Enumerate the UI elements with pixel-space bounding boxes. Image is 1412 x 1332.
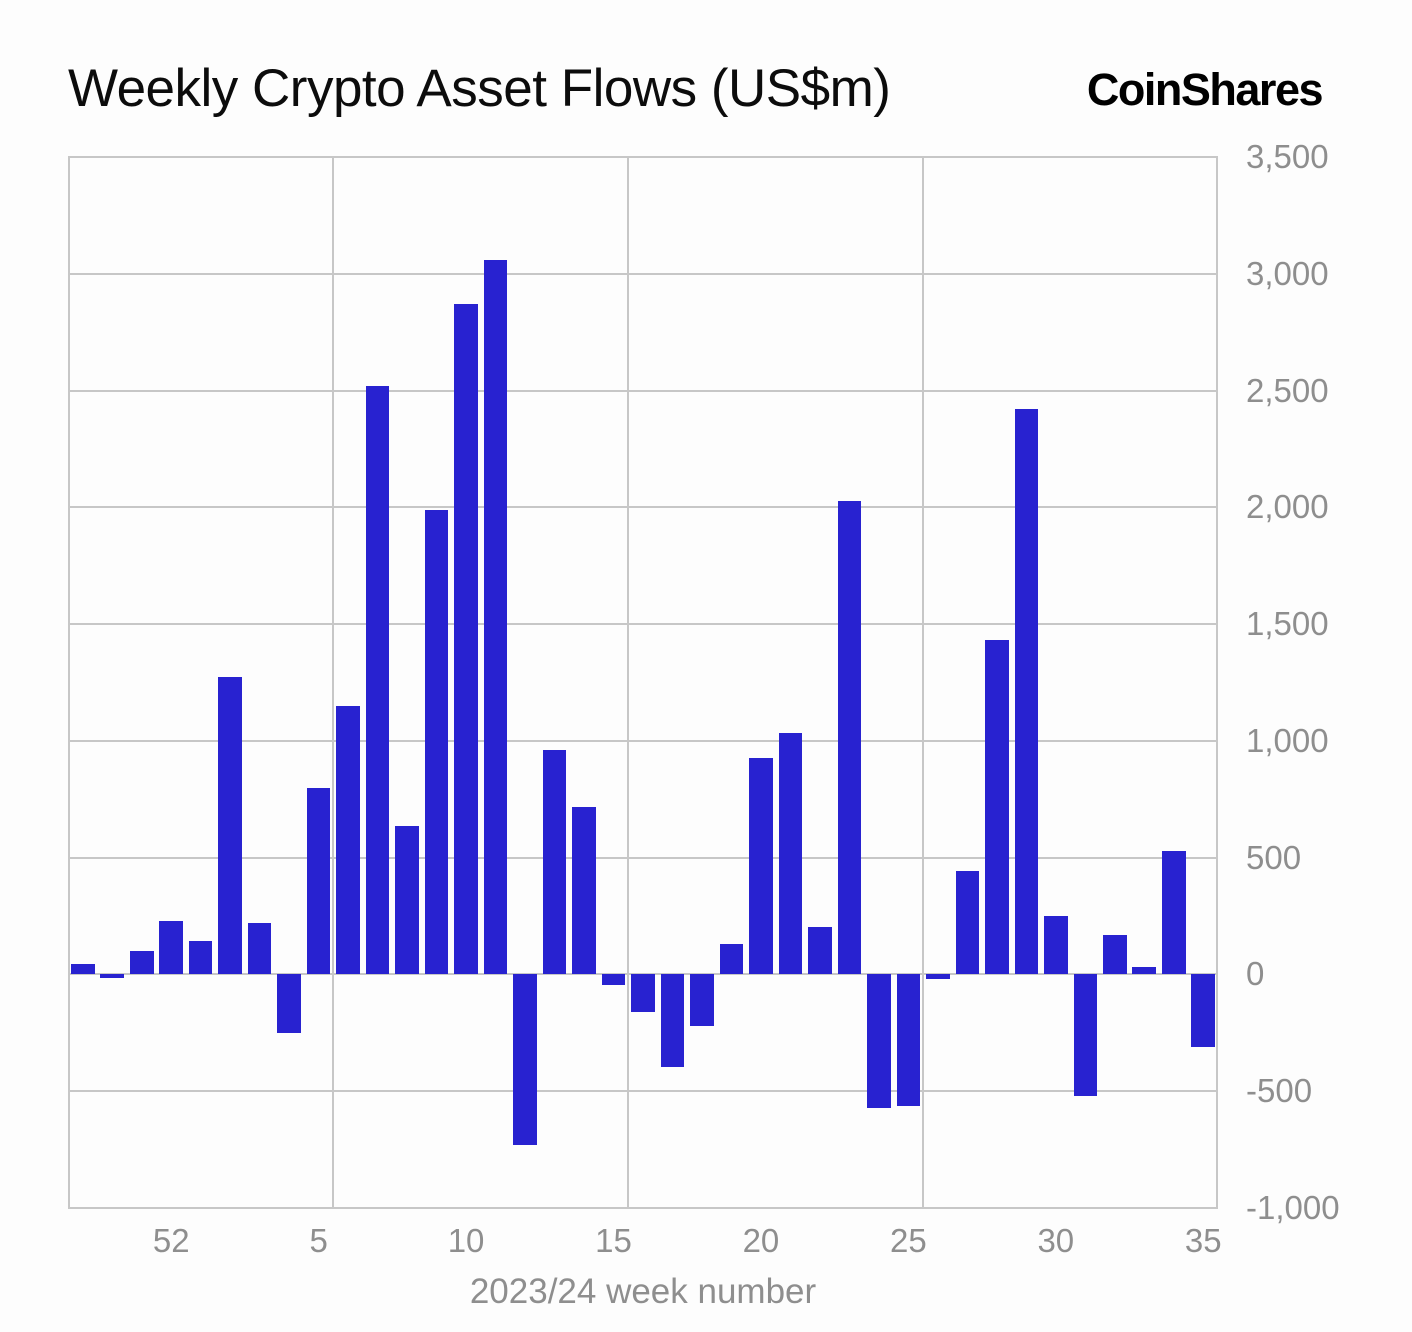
- gridline-h: [68, 623, 1218, 626]
- bar-week-30: [1044, 916, 1068, 975]
- x-tick-label: 15: [595, 1222, 632, 1259]
- gridline-h: [68, 739, 1218, 742]
- x-tick-label: 25: [890, 1222, 927, 1259]
- bar-week-27: [955, 870, 980, 975]
- bar-week-18: [690, 974, 714, 1026]
- y-tick-label: 0: [1246, 955, 1265, 993]
- bar-week-2: [218, 676, 242, 975]
- chart-title: Weekly Crypto Asset Flows (US$m): [68, 59, 891, 118]
- coinshares-logo: CoinShares: [1086, 64, 1324, 115]
- bar-week-33: [1132, 967, 1157, 975]
- bar-week-32: [1103, 934, 1127, 975]
- gridline-v: [922, 157, 925, 1208]
- bar-week-35: [1191, 974, 1216, 1047]
- gridline-h: [68, 856, 1218, 859]
- y-tick-label: 1,500: [1246, 605, 1329, 643]
- bar-week-4: [277, 974, 301, 1033]
- x-tick-label: 30: [1037, 1222, 1075, 1259]
- x-tick-label: 5: [309, 1222, 328, 1259]
- bar-week-25: [896, 974, 921, 1107]
- bar-week-21: [778, 732, 803, 975]
- bar-week-49: [70, 963, 95, 975]
- gridline-h: [68, 389, 1218, 392]
- bar-week-7: [365, 385, 390, 975]
- y-tick-label: -500: [1246, 1072, 1313, 1110]
- bar-week-23: [837, 501, 862, 975]
- x-tick-label: 35: [1184, 1222, 1222, 1259]
- bar-week-9: [424, 509, 449, 975]
- bar-week-11: [483, 259, 508, 975]
- bar-week-16: [631, 974, 655, 1012]
- bar-week-17: [660, 974, 685, 1067]
- plot-area: [68, 156, 1218, 1209]
- gridline-h: [68, 156, 1218, 158]
- y-tick-label: -1,000: [1246, 1189, 1340, 1226]
- x-tick-label: 52: [152, 1222, 190, 1259]
- x-tick-label: 20: [742, 1222, 780, 1259]
- bar-week-52: [159, 920, 183, 975]
- bar-week-5: [306, 787, 331, 975]
- gridline-h: [68, 272, 1218, 275]
- gridline-h: [68, 1090, 1218, 1093]
- y-tick-label: 3,000: [1246, 254, 1329, 292]
- y-tick-label: 500: [1246, 838, 1302, 876]
- y-tick-label: 1,000: [1246, 721, 1329, 759]
- x-axis-title: 2023/24 week number: [469, 1272, 817, 1311]
- bar-week-1: [188, 940, 213, 975]
- bar-week-3: [247, 923, 272, 975]
- bar-week-15: [601, 974, 626, 985]
- gridline-v: [332, 157, 335, 1208]
- bar-week-14: [572, 807, 596, 975]
- x-tick-label: 10: [447, 1222, 485, 1259]
- bar-week-6: [336, 705, 360, 975]
- gridline-h: [68, 1207, 1218, 1209]
- bar-week-20: [749, 758, 773, 975]
- y-axis: 3,500 3,000 2,500 2,000 1,500 1,000 500 0 -500 -1…: [1246, 138, 1406, 1226]
- bar-week-26: [926, 974, 950, 980]
- bar-week-10: [454, 304, 478, 975]
- y-tick-label: 2,500: [1246, 371, 1329, 409]
- bar-week-29: [1014, 409, 1039, 975]
- gridline-v: [68, 157, 70, 1208]
- bar-week-13: [542, 750, 567, 975]
- bar-week-50: [100, 974, 124, 978]
- bar-week-12: [513, 974, 537, 1145]
- bar-week-19: [719, 944, 744, 975]
- bar-week-31: [1073, 974, 1098, 1096]
- bar-week-22: [808, 926, 832, 975]
- gridline-h: [68, 506, 1218, 509]
- gridline-v: [627, 157, 630, 1208]
- bar-week-28: [985, 640, 1009, 975]
- bar-week-51: [129, 951, 154, 975]
- y-tick-label: 2,000: [1246, 488, 1329, 526]
- bar-week-34: [1161, 850, 1186, 975]
- gridline-v: [1216, 157, 1218, 1208]
- bar-week-8: [395, 826, 419, 975]
- y-tick-label: 3,500: [1246, 138, 1329, 175]
- bar-week-24: [867, 974, 891, 1108]
- x-axis: 52 5 10 15 20 25 30 35: [68, 1222, 1222, 1268]
